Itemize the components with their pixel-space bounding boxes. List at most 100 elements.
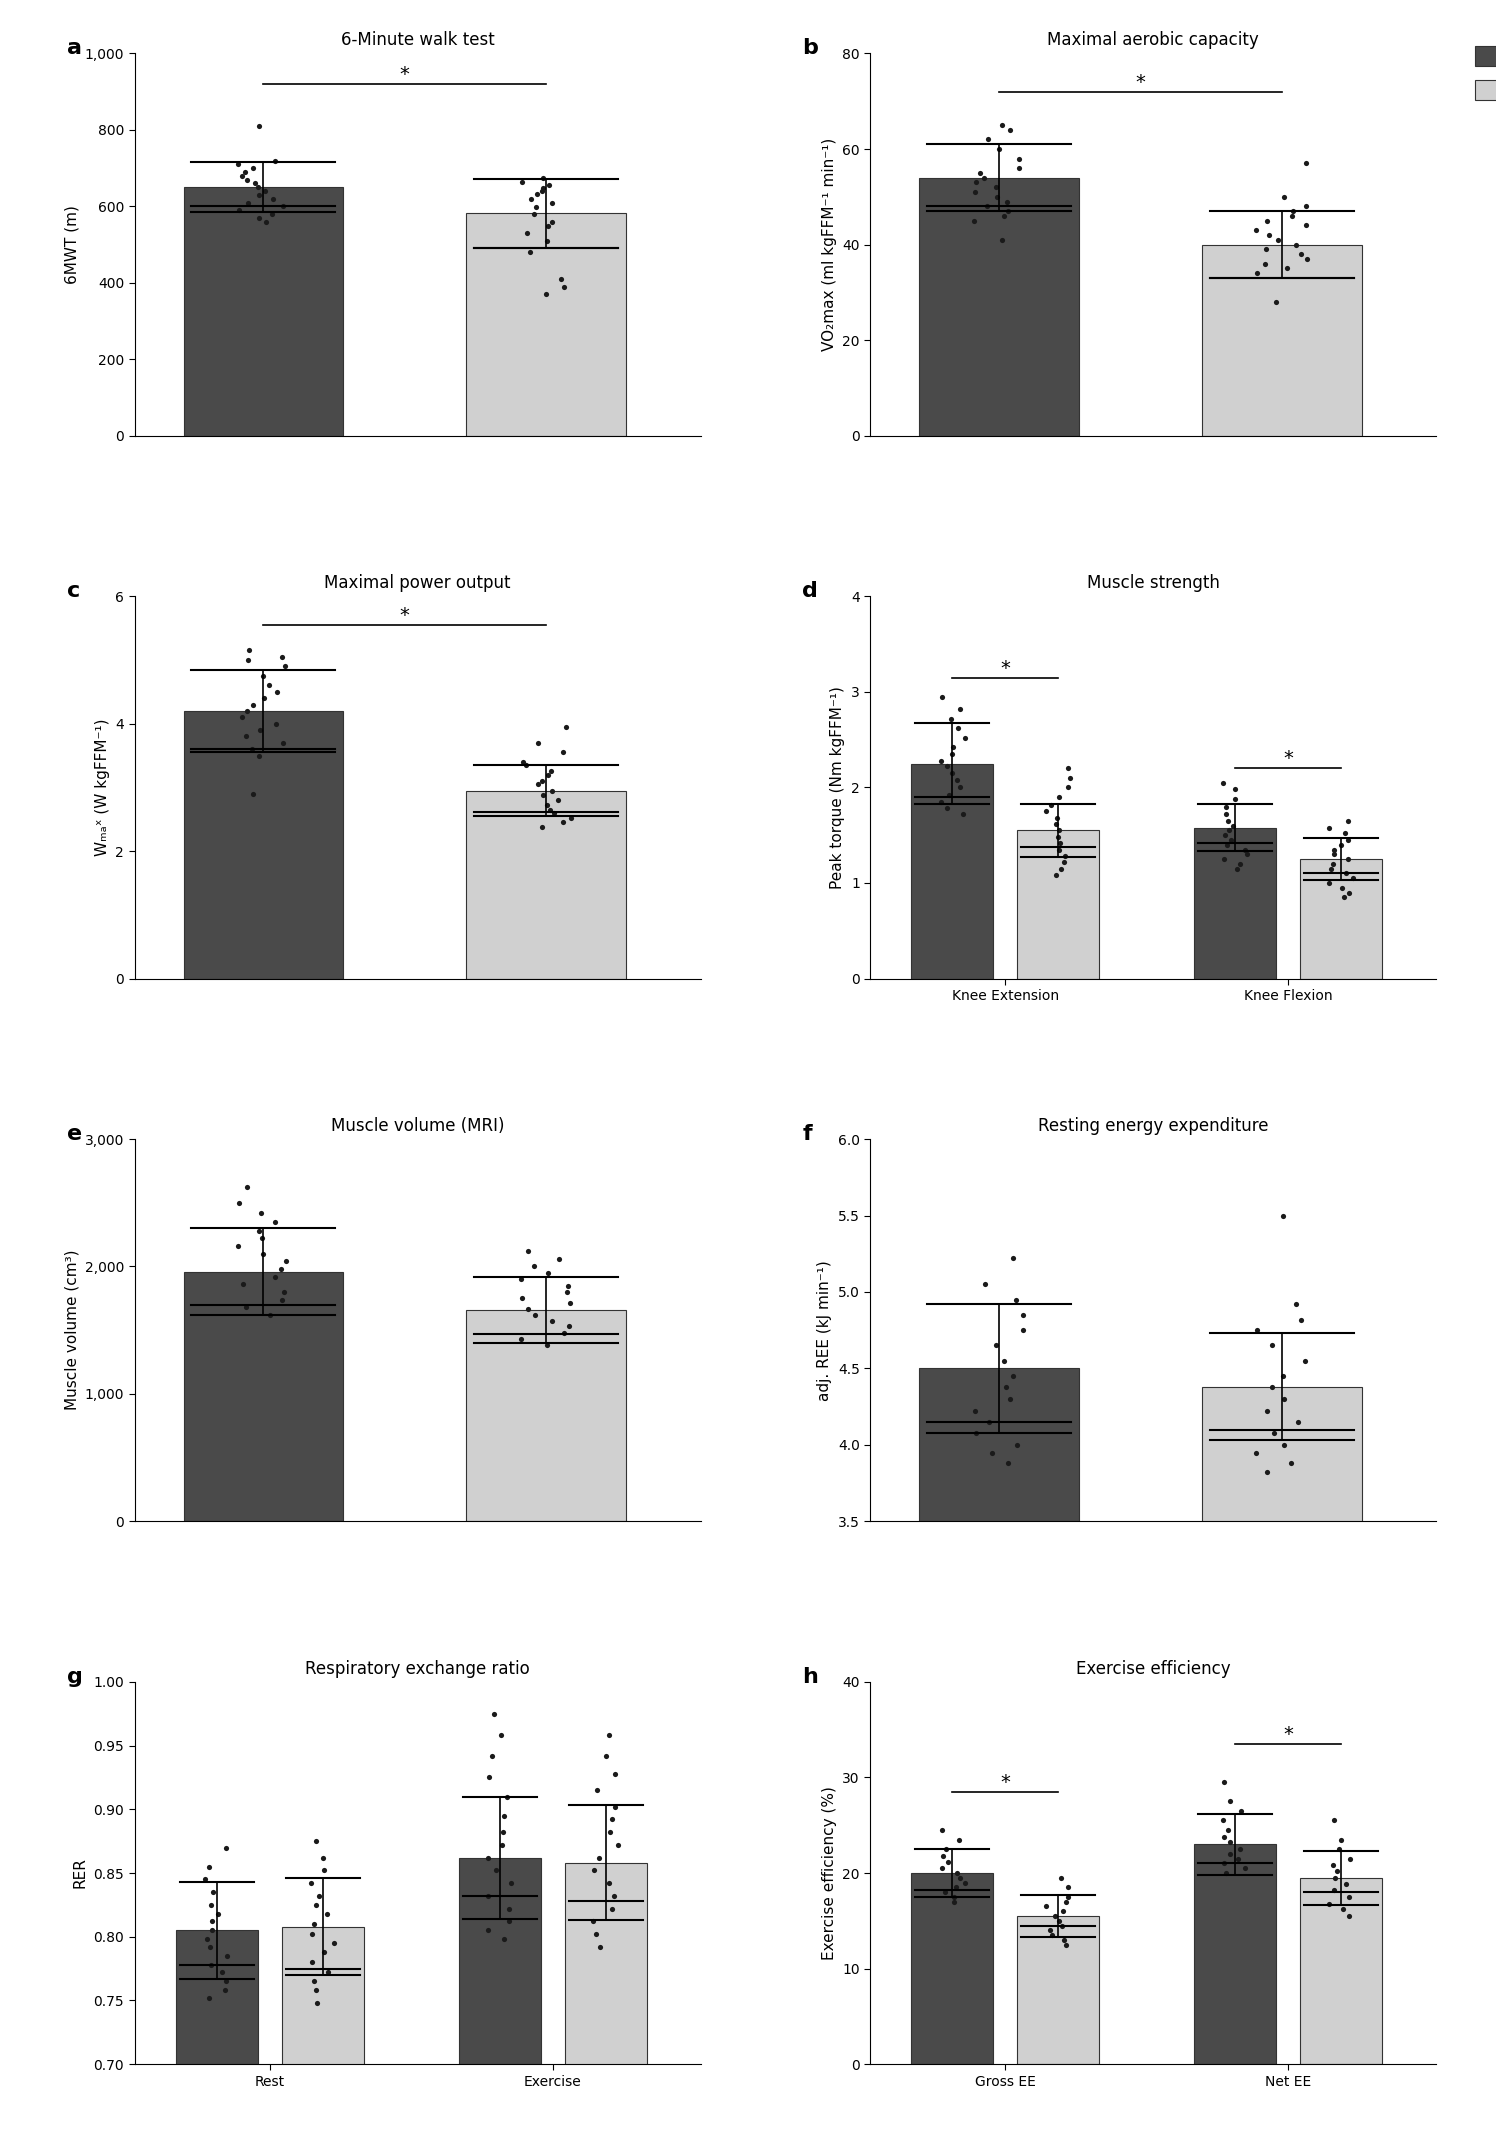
Point: [1230, 1795, 1254, 1829]
Point: [1052, 1895, 1076, 1929]
Point: [522, 197, 546, 231]
Bar: [184, 188, 343, 436]
Point: [1044, 806, 1068, 841]
Bar: [911, 764, 993, 978]
Point: [549, 261, 573, 295]
Point: [935, 791, 959, 826]
Point: [996, 1446, 1020, 1480]
Point: [1334, 1867, 1358, 1902]
Point: [1255, 1455, 1279, 1489]
Point: [251, 659, 275, 693]
Point: [1331, 879, 1355, 913]
Point: [215, 1938, 239, 1972]
Point: [1324, 1861, 1348, 1895]
Point: [598, 1816, 622, 1850]
Point: [1216, 813, 1240, 847]
Point: [1267, 222, 1291, 257]
Point: [322, 1925, 346, 1959]
Point: [984, 180, 1008, 214]
Point: [941, 1880, 965, 1914]
Point: [1294, 242, 1318, 276]
Bar: [281, 1927, 364, 2139]
Point: [244, 167, 268, 201]
Point: [271, 188, 295, 222]
Bar: [467, 214, 625, 436]
Bar: [459, 1857, 540, 2139]
Point: [1225, 1842, 1249, 1876]
Point: [1294, 207, 1318, 242]
Point: [227, 193, 251, 227]
Point: [1046, 819, 1070, 853]
Point: [239, 732, 263, 766]
Point: [299, 1944, 323, 1979]
Point: [199, 1949, 223, 1983]
Point: [1322, 1874, 1346, 1908]
Point: [525, 768, 549, 802]
Point: [1049, 851, 1073, 886]
Point: [253, 173, 277, 207]
Point: [606, 1829, 630, 1863]
Point: [1257, 218, 1281, 252]
Point: [311, 1840, 335, 1874]
Point: [235, 1170, 259, 1204]
Text: *: *: [1284, 749, 1293, 768]
Point: [558, 1286, 582, 1320]
Title: Muscle volume (MRI): Muscle volume (MRI): [331, 1117, 504, 1136]
Point: [302, 1964, 326, 1998]
Point: [477, 1760, 501, 1795]
Text: b: b: [802, 39, 818, 58]
Point: [552, 270, 576, 304]
Point: [600, 1891, 624, 1925]
Text: h: h: [802, 1666, 818, 1686]
Point: [491, 1816, 515, 1850]
Point: [476, 1912, 500, 1946]
Point: [483, 1696, 507, 1730]
Point: [226, 1230, 250, 1264]
Point: [977, 122, 1001, 156]
Point: [975, 188, 999, 222]
Point: [600, 1803, 624, 1837]
Point: [996, 195, 1020, 229]
Text: e: e: [67, 1123, 82, 1144]
Point: [603, 1756, 627, 1790]
Point: [476, 1840, 500, 1874]
Point: [603, 1790, 627, 1825]
Title: Exercise efficiency: Exercise efficiency: [1076, 1660, 1231, 1677]
Title: 6-Minute walk test: 6-Minute walk test: [341, 32, 495, 49]
Point: [534, 278, 558, 312]
Point: [1275, 252, 1299, 287]
Point: [305, 1985, 329, 2019]
Point: [1288, 237, 1312, 272]
Point: [1218, 1825, 1242, 1859]
Point: [199, 1929, 223, 1964]
Point: [594, 1739, 618, 1773]
Point: [546, 783, 570, 817]
Bar: [1194, 828, 1276, 978]
Point: [931, 1840, 954, 1874]
Point: [245, 171, 269, 205]
Point: [492, 1923, 516, 1957]
Point: [531, 779, 555, 813]
Point: [995, 184, 1019, 218]
Point: [495, 1780, 519, 1814]
Point: [235, 693, 259, 727]
Point: [989, 109, 1013, 143]
Bar: [184, 710, 343, 978]
Point: [1336, 843, 1360, 877]
Point: [941, 755, 965, 789]
Text: *: *: [1284, 1724, 1293, 1743]
Point: [230, 158, 254, 193]
Text: c: c: [67, 582, 79, 601]
Point: [992, 199, 1016, 233]
Point: [944, 1869, 968, 1904]
Point: [540, 774, 564, 809]
Point: [254, 205, 278, 240]
Point: [247, 109, 271, 143]
Point: [1270, 1198, 1294, 1232]
Point: [1050, 1908, 1074, 1942]
Point: [259, 1298, 283, 1333]
Point: [1056, 1880, 1080, 1914]
Point: [972, 160, 996, 195]
Point: [509, 1262, 533, 1296]
Point: [1215, 798, 1239, 832]
